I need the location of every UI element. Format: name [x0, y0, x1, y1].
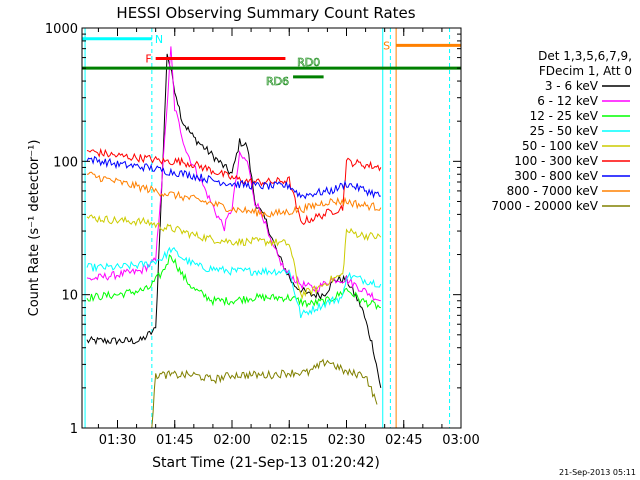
x-tick-label-1: 01:30 [99, 433, 136, 448]
footer-timestamp: 21-Sep-2013 05:11 [559, 468, 636, 477]
series-line-7 [86, 155, 381, 200]
x-tick-label-3: 02:00 [213, 433, 250, 448]
plot-frame [81, 27, 462, 429]
series-layer [86, 46, 382, 429]
y-axis-label: Count Rate (s⁻¹ detector⁻¹) [27, 140, 42, 317]
annotation-bars: NF RD0 RD6 S [82, 33, 461, 88]
x-tick-label-2: 01:45 [156, 433, 193, 448]
series-line-8 [86, 171, 382, 219]
annotation-label-rd0: RD0 [297, 56, 320, 69]
y-tick-label-3: 100 [53, 155, 78, 170]
vertical-markers [84, 28, 451, 428]
chart-title: HESSI Observing Summary Count Rates [116, 4, 415, 22]
legend-label-7: 300 - 800 keV [514, 169, 598, 183]
x-tick-label-6: 02:45 [385, 433, 422, 448]
legend-label-3: 12 - 25 keV [530, 109, 599, 123]
legend-title-line-1: Det 1,3,5,6,7,9, [538, 49, 632, 63]
series-line-1 [86, 53, 382, 389]
legend-title-line-2: FDecim 1, Att 0 [539, 64, 632, 78]
x-axis-label: Start Time (21-Sep-13 01:20:42) [152, 455, 380, 471]
annotation-label-n: N [155, 33, 163, 46]
annotation-label-s: S [383, 39, 390, 52]
x-tick-label-5: 02:30 [328, 433, 365, 448]
x-tick-label-7: 03:00 [442, 433, 479, 448]
legend-label-8: 800 - 7000 keV [507, 184, 599, 198]
axes: 01:30 01:45 02:00 02:15 02:30 02:45 03:00 1 10 10… [45, 22, 480, 448]
legend-label-9: 7000 - 20000 keV [491, 199, 598, 213]
series-line-5 [86, 214, 382, 300]
series-line-4 [86, 246, 382, 319]
series-line-3 [86, 254, 381, 311]
annotation-label-rd6: RD6 [266, 75, 289, 88]
annotation-label-f: F [145, 53, 151, 66]
series-line-6 [86, 147, 382, 226]
legend: Det 1,3,5,6,7,9, FDecim 1, Att 0 3 - 6 k… [491, 49, 632, 213]
legend-label-4: 25 - 50 keV [530, 124, 599, 138]
legend-label-2: 6 - 12 keV [537, 94, 599, 108]
y-tick-label-2: 10 [61, 289, 78, 304]
x-tick-label-4: 02:15 [271, 433, 308, 448]
legend-label-5: 50 - 100 keV [522, 139, 599, 153]
series-line-9 [151, 358, 378, 429]
legend-label-1: 3 - 6 keV [545, 79, 599, 93]
y-tick-label-1: 1 [70, 422, 78, 437]
legend-label-6: 100 - 300 keV [514, 154, 598, 168]
y-tick-label-4: 1000 [45, 22, 78, 37]
